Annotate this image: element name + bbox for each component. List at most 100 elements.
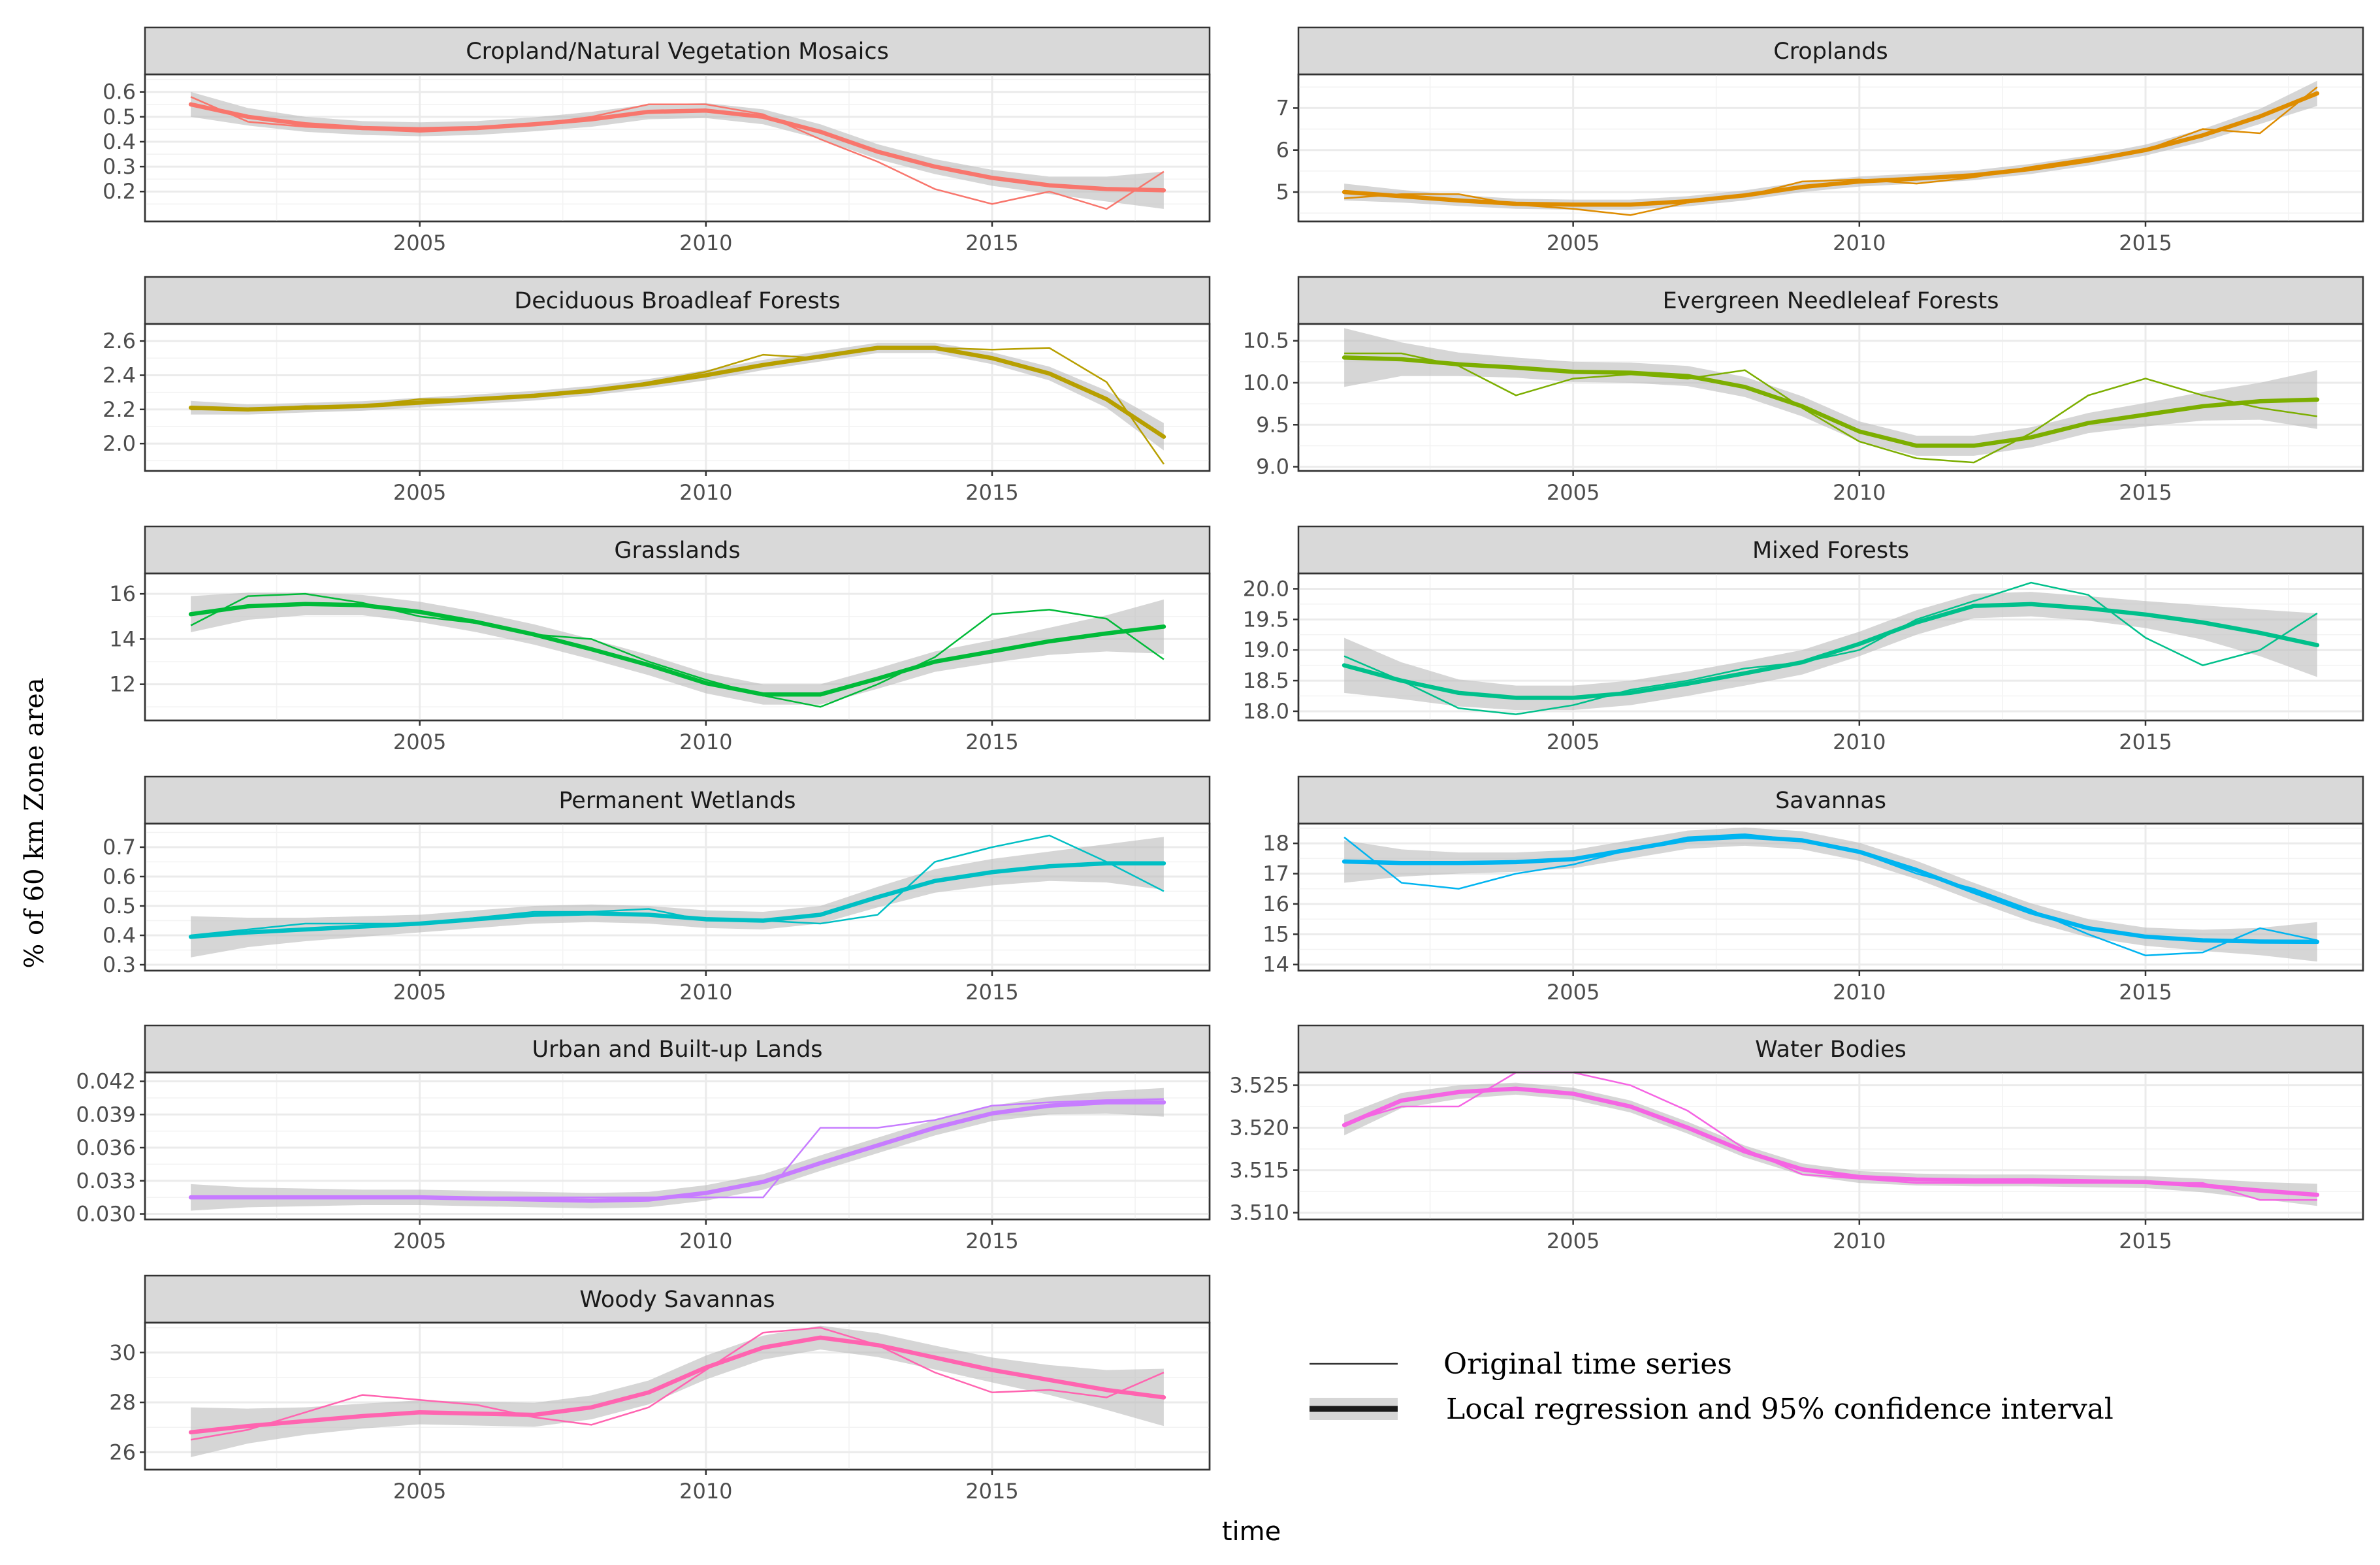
loess-smooth-line — [188, 102, 1166, 193]
y-tick-label: 19.0 — [1243, 637, 1289, 662]
loess-smooth-line — [188, 346, 1166, 439]
x-tick-label: 2010 — [679, 980, 732, 1005]
x-tick-label: 2005 — [393, 1229, 446, 1253]
panel-background — [144, 323, 1211, 472]
confidence-band — [191, 91, 1164, 209]
facet-panel-water-bodies: Water Bodies 3.510 3.515 3.520 3.525 2005 2010… — [1229, 1024, 2364, 1253]
facet-panel-evergreen-needleleaf-forests: Evergreen Needleleaf Forests 9.0 9.5 10.0 10… — [1243, 276, 2364, 505]
confidence-band — [1344, 328, 2317, 456]
x-tick-label: 2015 — [2119, 231, 2172, 255]
y-tick-label: 3.510 — [1229, 1201, 1289, 1225]
original-series-line — [1344, 352, 2318, 464]
x-axis-title: time — [1222, 1517, 1281, 1547]
facet-title: Water Bodies — [1755, 1037, 1906, 1063]
original-series-line — [1343, 581, 2318, 715]
y-tick-label: 2.6 — [103, 329, 136, 353]
facet-title: Grasslands — [614, 538, 740, 564]
facet-strip — [144, 26, 1211, 76]
x-tick-label: 2005 — [393, 231, 446, 255]
panel-border — [144, 73, 1211, 223]
x-tick-label: 2010 — [679, 1479, 732, 1504]
y-tick-label: 16 — [1262, 892, 1289, 916]
y-tick-label: 0.6 — [103, 80, 136, 105]
loess-smooth-line — [188, 861, 1166, 939]
facet-title: Urban and Built-up Lands — [532, 1037, 822, 1063]
y-tick-label: 9.0 — [1256, 455, 1289, 479]
facet-strip — [144, 276, 1211, 325]
loess-smooth-line — [1342, 1086, 2320, 1197]
original-series-line — [190, 592, 1165, 708]
loess-smooth-line — [1342, 91, 2320, 207]
y-tick-label: 19.5 — [1243, 607, 1289, 632]
y-tick-label: 10.0 — [1243, 370, 1289, 395]
y-tick-label: 20.0 — [1243, 576, 1289, 601]
y-tick-label: 14 — [1262, 952, 1289, 977]
y-tick-label: 6 — [1276, 138, 1289, 163]
y-tick-label: 9.5 — [1256, 412, 1289, 437]
x-tick-label: 2015 — [965, 730, 1018, 754]
facet-strip — [1297, 26, 2364, 76]
y-tick-label: 0.4 — [103, 129, 136, 154]
original-series-line — [190, 834, 1165, 937]
panel-border — [1297, 572, 2364, 722]
x-tick-label: 2015 — [965, 480, 1018, 505]
facet-panel-grasslands: Grasslands 12 14 16 2005 2010 2015 — [109, 525, 1211, 754]
x-tick-label: 2015 — [965, 980, 1018, 1005]
x-tick-label: 2010 — [679, 480, 732, 505]
x-tick-label: 2010 — [1833, 730, 1886, 754]
original-series-line — [190, 1327, 1165, 1441]
loess-smooth-line — [188, 1335, 1166, 1435]
x-tick-label: 2005 — [393, 480, 446, 505]
y-tick-label: 3.525 — [1229, 1073, 1289, 1098]
y-tick-label: 14 — [109, 626, 136, 651]
y-tick-label: 7 — [1276, 95, 1289, 120]
facet-title: Croplands — [1773, 39, 1888, 65]
facet-title: Evergreen Needleleaf Forests — [1663, 288, 1999, 314]
panel-background — [144, 1321, 1211, 1471]
y-tick-label: 2.2 — [103, 397, 136, 422]
x-tick-label: 2010 — [1833, 980, 1886, 1005]
facet-title: Cropland/Natural Vegetation Mosaics — [466, 39, 889, 65]
panel-border — [144, 1321, 1211, 1471]
loess-smooth-line — [1342, 602, 2320, 700]
y-tick-label: 18.5 — [1243, 668, 1289, 693]
panel-border — [1297, 822, 2364, 972]
y-tick-label: 2.0 — [103, 431, 136, 456]
y-tick-label: 30 — [109, 1340, 136, 1365]
y-tick-label: 26 — [109, 1440, 136, 1464]
y-tick-label: 0.033 — [76, 1169, 136, 1193]
confidence-band — [191, 1325, 1164, 1457]
y-tick-label: 3.520 — [1229, 1116, 1289, 1140]
facet-panel-mixed-forests: Mixed Forests 18.0 18.5 19.0 19.5 20.0 2005 201… — [1243, 525, 2364, 754]
y-tick-label: 0.2 — [103, 179, 136, 204]
facet-strip — [1297, 1024, 2364, 1074]
facet-title: Mixed Forests — [1752, 538, 1909, 564]
y-tick-label: 0.4 — [103, 923, 136, 948]
y-tick-label: 0.030 — [76, 1202, 136, 1227]
loess-smooth-line — [1342, 834, 2320, 944]
y-tick-label: 18 — [1262, 831, 1289, 856]
y-tick-label: 0.3 — [103, 952, 136, 977]
facet-title: Savannas — [1775, 788, 1886, 814]
facet-panel-permanent-wetlands: Permanent Wetlands 0.3 0.4 0.5 0.6 0.7 2005 201… — [103, 775, 1211, 1005]
panel-background — [144, 822, 1211, 972]
facet-strip — [1297, 525, 2364, 575]
gridlines — [1298, 824, 2363, 971]
x-tick-label: 2005 — [1547, 480, 1600, 505]
facet-panel-croplands: Croplands 5 6 7 2005 2010 2015 — [1276, 26, 2364, 255]
y-tick-label: 18.0 — [1243, 699, 1289, 724]
panel-border — [1297, 323, 2364, 472]
y-tick-label: 0.042 — [76, 1069, 136, 1094]
x-tick-label: 2015 — [2119, 980, 2172, 1005]
y-tick-label: 0.6 — [103, 864, 136, 889]
gridlines — [1298, 74, 2363, 221]
x-tick-label: 2005 — [1547, 1229, 1600, 1253]
y-tick-label: 16 — [109, 581, 136, 606]
x-tick-label: 2015 — [2119, 480, 2172, 505]
x-tick-label: 2015 — [965, 1479, 1018, 1504]
facet-strip — [1297, 775, 2364, 825]
y-tick-label: 0.5 — [103, 894, 136, 918]
panel-border — [1297, 73, 2364, 223]
facet-title: Permanent Wetlands — [558, 788, 796, 814]
